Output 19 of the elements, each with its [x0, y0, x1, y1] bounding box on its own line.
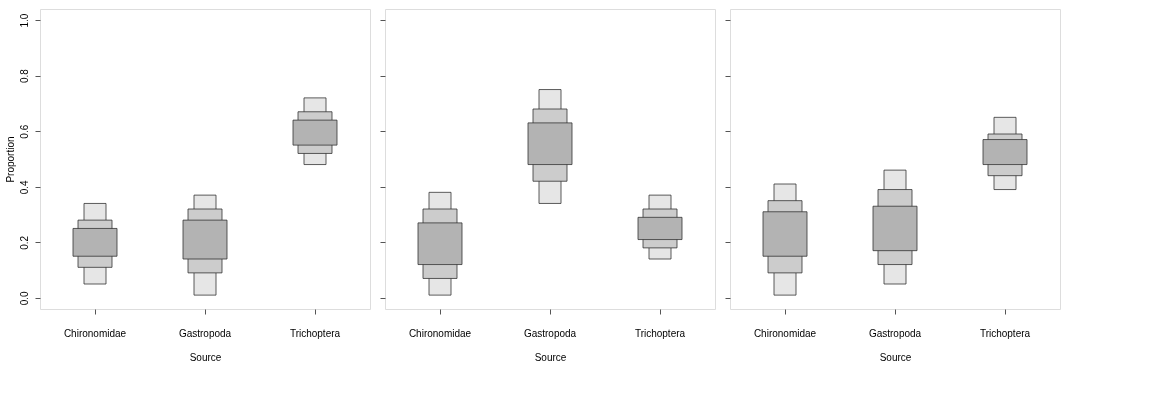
x-tick-label: Chironomidae — [753, 327, 817, 339]
x-tick-label: Trichoptera — [289, 327, 341, 339]
y-tick-label: 0.0 — [18, 291, 30, 306]
y-tick-label: 0.8 — [18, 68, 30, 84]
x-tick-label: Chironomidae — [408, 327, 472, 339]
y-tick-label: 0.4 — [18, 179, 30, 195]
x-axis-title: Source — [189, 351, 222, 363]
y-tick-label: 0.6 — [18, 124, 30, 139]
x-tick-label: Chironomidae — [63, 327, 127, 339]
x-tick-label: Trichoptera — [979, 327, 1031, 339]
x-axis-title: Source — [879, 351, 912, 363]
y-tick-label: 1.0 — [18, 13, 30, 28]
y-tick-label: 0.2 — [18, 235, 30, 250]
x-tick-label: Gastropoda — [868, 327, 922, 339]
x-axis-title: Source — [534, 351, 567, 363]
x-tick-label: Gastropoda — [523, 327, 577, 339]
y-axis-title: Proportion — [4, 136, 16, 183]
x-tick-label: Gastropoda — [178, 327, 232, 339]
x-tick-label: Trichoptera — [634, 327, 686, 339]
